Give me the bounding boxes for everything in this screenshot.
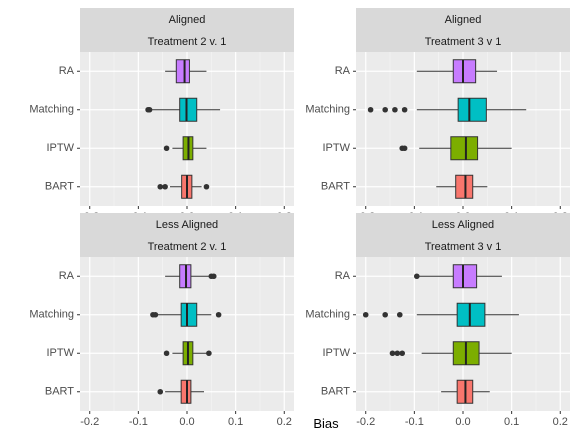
- y-tick-label: BART: [45, 386, 74, 398]
- strip-row-background: [80, 8, 294, 30]
- outlier-point: [206, 350, 212, 357]
- outlier-point: [401, 106, 408, 113]
- strip-col-background: [356, 30, 570, 52]
- x-tick-label: 0.2: [553, 416, 568, 428]
- strip-row-label: Less Aligned: [156, 219, 218, 231]
- box-iqr: [452, 59, 477, 84]
- box-iptw: [389, 341, 512, 366]
- box-bart: [441, 379, 490, 404]
- box-iqr: [452, 264, 478, 289]
- x-tick-label: -0.1: [405, 416, 424, 428]
- box-iqr: [179, 97, 198, 122]
- y-tick-label: Matching: [29, 104, 74, 116]
- y-tick-label: IPTW: [47, 347, 75, 359]
- outlier-point: [392, 106, 398, 113]
- y-tick-label: Matching: [29, 309, 74, 321]
- box-bart: [157, 174, 210, 199]
- strip-col-label: Treatment 2 v. 1: [148, 36, 227, 48]
- x-tick-label: 0.0: [455, 416, 470, 428]
- box-iqr: [180, 302, 198, 327]
- outlier-point: [382, 311, 388, 318]
- box-ra: [165, 264, 217, 289]
- outlier-point: [396, 311, 403, 318]
- strip-row-background: [356, 213, 570, 235]
- outlier-point: [157, 388, 164, 395]
- y-tick-label: IPTW: [323, 347, 351, 359]
- x-tick-label: 0.1: [228, 416, 243, 428]
- strip-col-label: Treatment 2 v. 1: [148, 241, 227, 253]
- x-tick-label: 0.2: [277, 416, 292, 428]
- y-tick-label: RA: [335, 65, 351, 77]
- strip-row-label: Aligned: [169, 14, 206, 26]
- panels-group: Aligned Treatment 2 v. 1 RA Matching IPTW BAR…: [29, 8, 570, 428]
- y-tick-label: BART: [321, 181, 350, 193]
- strip-row-background: [356, 8, 570, 30]
- outlier-point: [382, 106, 388, 113]
- box-iqr: [450, 136, 479, 161]
- box-bart: [157, 379, 205, 404]
- strip-col-label: Treatment 3 v 1: [425, 36, 502, 48]
- box-iptw: [163, 136, 207, 161]
- y-tick-label: IPTW: [47, 142, 75, 154]
- outlier-point: [210, 273, 217, 280]
- box-ra: [416, 59, 498, 84]
- box-matching: [362, 302, 519, 327]
- x-tick-label: -0.1: [129, 416, 148, 428]
- box-iqr: [175, 59, 190, 84]
- y-tick-label: IPTW: [323, 142, 351, 154]
- outlier-point: [215, 311, 222, 318]
- box-iptw: [163, 341, 212, 366]
- box-ra: [165, 59, 207, 84]
- box-bart: [436, 174, 488, 199]
- y-tick-label: BART: [45, 181, 74, 193]
- box-matching: [367, 97, 527, 122]
- y-tick-label: RA: [335, 270, 351, 282]
- panel-3: Less Aligned Treatment 2 v. 1 RA Matching IP…: [29, 213, 294, 428]
- strip-row-background: [80, 213, 294, 235]
- y-tick-label: BART: [321, 386, 350, 398]
- strip-row-label: Aligned: [445, 14, 482, 26]
- outlier-point: [401, 145, 408, 152]
- outlier-point: [157, 183, 164, 190]
- outlier-point: [152, 311, 159, 318]
- box-iqr: [456, 302, 486, 327]
- outlier-point: [367, 106, 374, 113]
- outlier-point: [163, 350, 170, 357]
- outlier-point: [146, 106, 153, 113]
- x-tick-label: 0.1: [504, 416, 519, 428]
- strip-col-label: Treatment 3 v 1: [425, 241, 502, 253]
- box-iptw: [399, 136, 512, 161]
- outlier-point: [362, 311, 369, 318]
- panel-2: Aligned Treatment 3 v 1 RA Matching IPTW BART…: [305, 8, 570, 223]
- y-tick-label: RA: [59, 65, 75, 77]
- strip-col-background: [80, 30, 294, 52]
- outlier-point: [389, 350, 396, 357]
- x-axis-title: Bias: [313, 416, 339, 431]
- box-iqr: [455, 174, 474, 199]
- outlier-point: [162, 183, 168, 190]
- panel-4: Less Aligned Treatment 3 v 1 RA Matching IPT…: [305, 213, 570, 428]
- outlier-point: [413, 273, 420, 280]
- y-tick-label: RA: [59, 270, 75, 282]
- y-tick-label: Matching: [305, 309, 350, 321]
- box-ra: [413, 264, 502, 289]
- x-tick-label: 0.0: [179, 416, 194, 428]
- x-tick-label: -0.2: [80, 416, 99, 428]
- strip-row-label: Less Aligned: [432, 219, 494, 231]
- box-matching: [150, 302, 222, 327]
- x-tick-label: -0.2: [356, 416, 375, 428]
- outlier-point: [394, 350, 401, 357]
- box-iqr: [457, 97, 487, 122]
- strip-col-background: [356, 235, 570, 257]
- outlier-point: [399, 350, 406, 357]
- outlier-point: [163, 145, 170, 152]
- outlier-point: [203, 183, 210, 190]
- strip-col-background: [80, 235, 294, 257]
- y-tick-label: Matching: [305, 104, 350, 116]
- box-matching: [145, 97, 221, 122]
